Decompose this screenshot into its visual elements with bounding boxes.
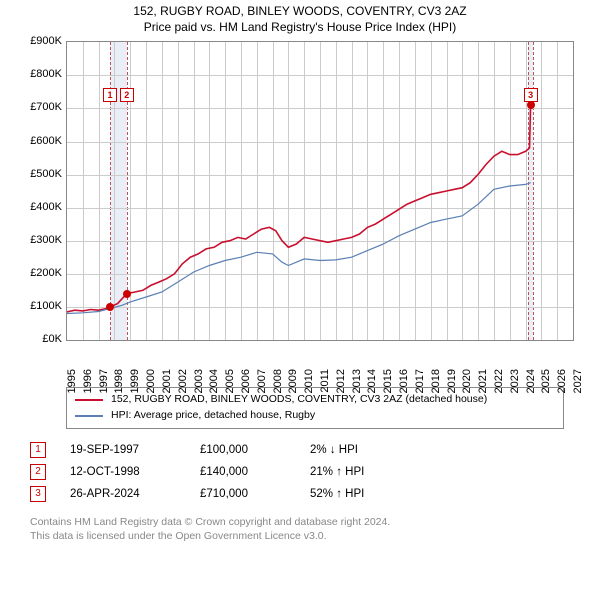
x-axis-label: 2019 [446, 369, 458, 393]
series-hpi [67, 183, 531, 314]
line-series-svg [67, 42, 573, 340]
sale-price: £100,000 [200, 444, 310, 456]
sale-delta: 2% ↓ HPI [310, 444, 430, 456]
x-axis-label: 1996 [82, 369, 94, 393]
x-axis-label: 2014 [366, 369, 378, 393]
x-axis-label: 2013 [351, 369, 363, 393]
x-axis-label: 2001 [161, 369, 173, 393]
y-axis-label: £500K [18, 168, 62, 180]
x-axis-label: 2003 [193, 369, 205, 393]
sale-box-icon: 2 [120, 88, 134, 102]
sale-marker-icon: 2 [30, 464, 46, 480]
x-axis-label: 2022 [493, 369, 505, 393]
x-axis-label: 2006 [240, 369, 252, 393]
x-axis-label: 2002 [177, 369, 189, 393]
x-axis-label: 2021 [477, 369, 489, 393]
x-axis-label: 2027 [572, 369, 584, 393]
sale-date: 12-OCT-1998 [70, 466, 200, 478]
y-axis-label: £200K [18, 267, 62, 279]
x-axis-label: 2012 [335, 369, 347, 393]
x-axis-label: 2015 [382, 369, 394, 393]
footer-attribution: Contains HM Land Registry data © Crown c… [30, 515, 580, 543]
y-axis-label: £100K [18, 300, 62, 312]
x-axis-label: 2026 [556, 369, 568, 393]
x-axis-label: 2023 [509, 369, 521, 393]
footer-line: This data is licensed under the Open Gov… [30, 529, 580, 543]
y-axis-label: £600K [18, 135, 62, 147]
x-axis-label: 2000 [145, 369, 157, 393]
y-axis-label: £900K [18, 35, 62, 47]
sales-table: 1 19-SEP-1997 £100,000 2% ↓ HPI 2 12-OCT… [30, 439, 580, 505]
table-row: 2 12-OCT-1998 £140,000 21% ↑ HPI [30, 461, 580, 483]
x-axis-label: 2025 [540, 369, 552, 393]
sale-date: 26-APR-2024 [70, 488, 200, 500]
legend-swatch [75, 415, 103, 417]
x-axis-label: 2010 [303, 369, 315, 393]
x-axis-label: 1998 [113, 369, 125, 393]
y-axis-label: £300K [18, 234, 62, 246]
legend-swatch [75, 399, 103, 401]
x-axis-label: 1999 [129, 369, 141, 393]
sale-dot-icon [123, 290, 131, 298]
x-axis-label: 1995 [66, 369, 78, 393]
x-axis-label: 2005 [224, 369, 236, 393]
x-axis-label: 2009 [287, 369, 299, 393]
x-axis-label: 2008 [272, 369, 284, 393]
y-axis-label: £800K [18, 68, 62, 80]
sale-marker-icon: 3 [30, 486, 46, 502]
title-subtitle: Price paid vs. HM Land Registry's House … [0, 20, 600, 36]
table-row: 1 19-SEP-1997 £100,000 2% ↓ HPI [30, 439, 580, 461]
y-axis-label: £400K [18, 201, 62, 213]
legend-label: HPI: Average price, detached house, Rugb… [111, 408, 315, 424]
sale-date: 19-SEP-1997 [70, 444, 200, 456]
sale-dot-icon [527, 101, 535, 109]
title-address: 152, RUGBY ROAD, BINLEY WOODS, COVENTRY,… [0, 4, 600, 20]
sale-price: £140,000 [200, 466, 310, 478]
plot-area: 12 3 [66, 41, 574, 341]
series-price_paid [67, 105, 531, 312]
x-axis-label: 2007 [256, 369, 268, 393]
sale-price: £710,000 [200, 488, 310, 500]
x-axis-label: 2020 [461, 369, 473, 393]
legend-row: HPI: Average price, detached house, Rugb… [75, 408, 555, 424]
sale-box-icon: 1 [103, 88, 117, 102]
chart-title-block: 152, RUGBY ROAD, BINLEY WOODS, COVENTRY,… [0, 0, 600, 35]
x-axis-label: 2004 [208, 369, 220, 393]
x-axis-label: 2017 [414, 369, 426, 393]
footer-line: Contains HM Land Registry data © Crown c… [30, 515, 580, 529]
sale-delta: 52% ↑ HPI [310, 488, 430, 500]
sale-delta: 21% ↑ HPI [310, 466, 430, 478]
chart-area: 12 3 £0K £100K £200K £300K £400K £500K £600K £70… [20, 41, 580, 381]
x-axis-label: 2018 [430, 369, 442, 393]
x-axis-label: 2011 [319, 369, 331, 393]
table-row: 3 26-APR-2024 £710,000 52% ↑ HPI [30, 483, 580, 505]
legend-label: 152, RUGBY ROAD, BINLEY WOODS, COVENTRY,… [111, 392, 487, 408]
legend-row: 152, RUGBY ROAD, BINLEY WOODS, COVENTRY,… [75, 392, 555, 408]
sale-marker-icon: 1 [30, 442, 46, 458]
x-axis-label: 1997 [98, 369, 110, 393]
y-axis-label: £700K [18, 101, 62, 113]
x-axis-label: 2016 [398, 369, 410, 393]
sale-dot-icon [106, 303, 114, 311]
sale-box-icon: 3 [524, 88, 538, 102]
y-axis-label: £0K [18, 333, 62, 345]
x-axis-label: 2024 [525, 369, 537, 393]
